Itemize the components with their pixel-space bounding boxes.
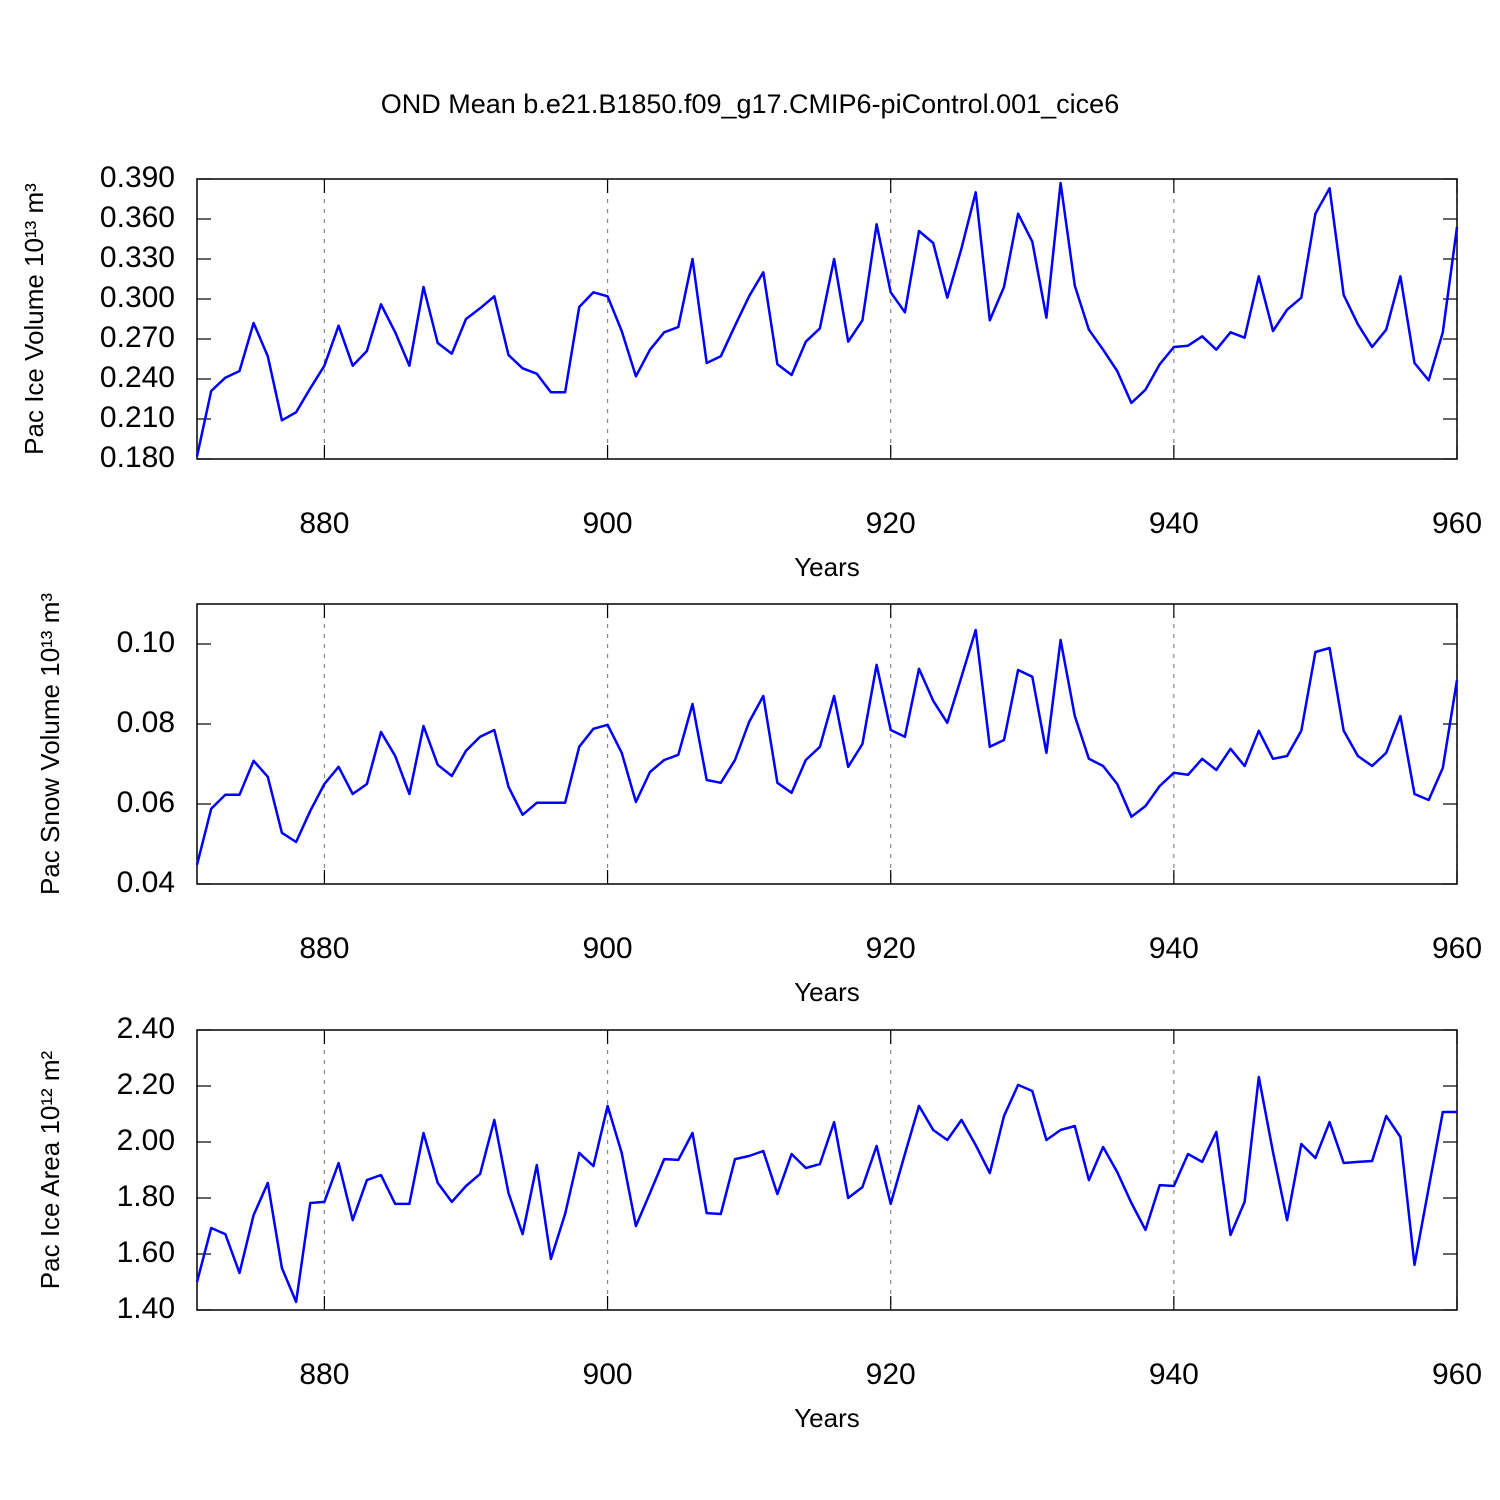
y-axis-label: Pac Snow Volume 10¹³ m³ — [35, 593, 65, 895]
y-tick-label: 1.80 — [117, 1180, 175, 1213]
y-tick-label: 2.00 — [117, 1124, 175, 1157]
y-tick-label: 0.210 — [100, 401, 175, 434]
y-tick-label: 0.04 — [117, 866, 175, 899]
plot-frame — [196, 603, 1458, 885]
x-axis-label: Years — [794, 1403, 860, 1433]
x-tick-label: 880 — [299, 507, 349, 540]
x-tick-label: 920 — [866, 507, 916, 540]
y-tick-label: 0.240 — [100, 361, 175, 394]
x-tick-label: 960 — [1432, 507, 1482, 540]
y-tick-label: 0.390 — [100, 161, 175, 194]
x-tick-label: 940 — [1149, 1358, 1199, 1391]
y-tick-label: 1.60 — [117, 1236, 175, 1269]
x-tick-label: 960 — [1432, 932, 1482, 965]
data-line — [195, 1075, 1457, 1304]
y-tick-label: 0.330 — [100, 241, 175, 274]
x-tick-label: 900 — [583, 932, 633, 965]
plot-frame — [196, 1029, 1458, 1311]
x-tick-label: 960 — [1432, 1358, 1482, 1391]
y-tick-label: 0.270 — [100, 321, 175, 354]
x-axis-label: Years — [794, 977, 860, 1007]
x-tick-label: 920 — [866, 932, 916, 965]
data-line — [195, 628, 1459, 866]
y-tick-label: 0.360 — [100, 201, 175, 234]
x-tick-label: 900 — [583, 1358, 633, 1391]
y-tick-label: 0.06 — [117, 786, 175, 819]
x-axis-label: Years — [794, 552, 860, 582]
chart-title: OND Mean b.e21.B1850.f09_g17.CMIP6-piCon… — [381, 89, 1119, 119]
y-tick-label: 1.40 — [117, 1292, 175, 1325]
x-tick-label: 940 — [1149, 507, 1199, 540]
y-tick-label: 2.40 — [117, 1012, 175, 1045]
data-line — [195, 181, 1459, 457]
x-tick-label: 900 — [583, 507, 633, 540]
y-axis-label: Pac Ice Area 10¹² m² — [35, 1050, 65, 1289]
y-tick-label: 2.20 — [117, 1068, 175, 1101]
y-axis-label: Pac Ice Volume 10¹³ m³ — [19, 183, 49, 455]
x-tick-label: 920 — [866, 1358, 916, 1391]
plot-frame — [196, 178, 1458, 460]
y-tick-label: 0.300 — [100, 281, 175, 314]
y-tick-label: 0.10 — [117, 626, 175, 659]
x-tick-label: 880 — [299, 1358, 349, 1391]
y-tick-label: 0.08 — [117, 706, 175, 739]
x-tick-label: 940 — [1149, 932, 1199, 965]
x-tick-label: 880 — [299, 932, 349, 965]
y-tick-label: 0.180 — [100, 441, 175, 474]
